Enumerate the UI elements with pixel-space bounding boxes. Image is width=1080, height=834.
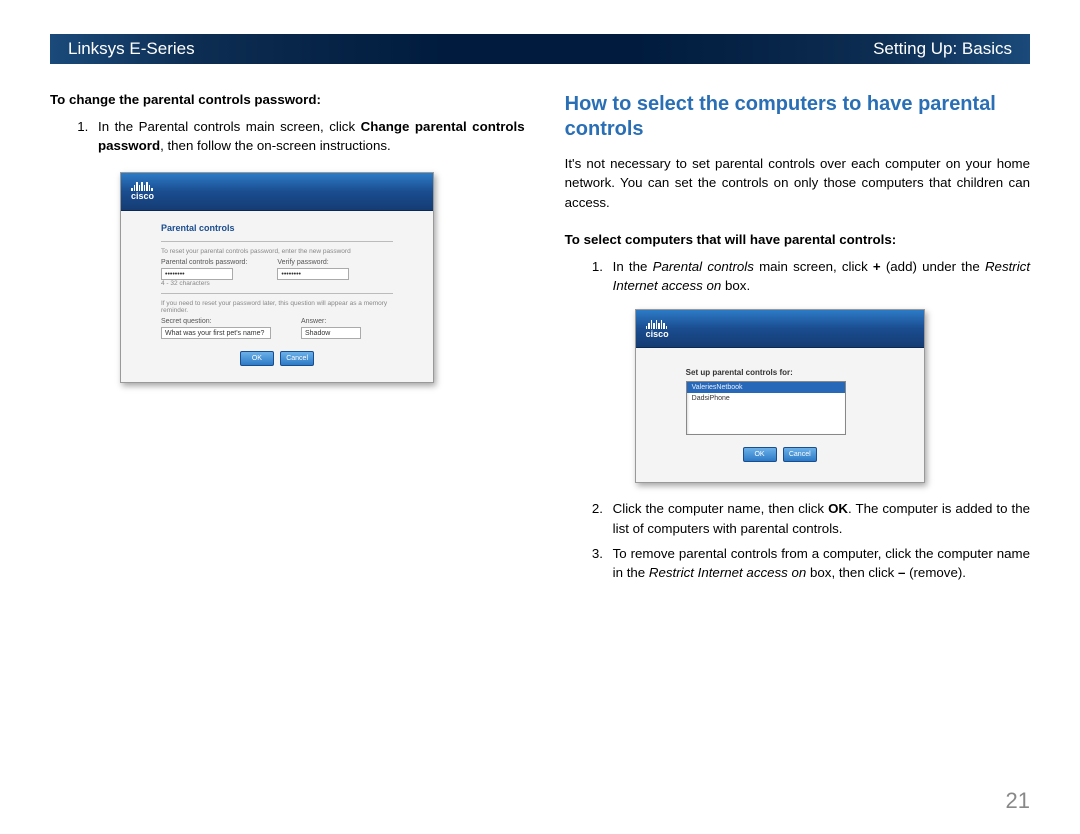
header-bar: Linksys E-Series Setting Up: Basics	[50, 34, 1030, 64]
bold-text: +	[873, 259, 881, 274]
text: , then follow the on-screen instructions…	[160, 138, 391, 153]
mock-password-row: Parental controls password: •••••••• 4 -…	[161, 259, 393, 287]
text: box.	[721, 278, 750, 293]
bold-text: OK	[828, 501, 848, 516]
header-left: Linksys E-Series	[68, 39, 195, 59]
page-number: 21	[1006, 788, 1030, 814]
italic-text: Restrict Internet access on	[649, 565, 806, 580]
computer-listbox[interactable]: ValeriesNetbook DadsiPhone	[686, 381, 846, 435]
text: main screen, click	[754, 259, 873, 274]
list-item[interactable]: DadsiPhone	[687, 393, 845, 404]
ok-button[interactable]: OK	[743, 447, 777, 462]
right-steps-list: In the Parental controls main screen, cl…	[565, 257, 1030, 296]
left-steps-list: In the Parental controls main screen, cl…	[50, 117, 525, 156]
cisco-bars-icon	[646, 319, 669, 329]
password-input[interactable]: ••••••••	[161, 268, 233, 280]
mock-body: Set up parental controls for: ValeriesNe…	[636, 348, 924, 482]
cisco-text: cisco	[646, 330, 669, 339]
text: box, then click	[806, 565, 898, 580]
cisco-logo: cisco	[646, 319, 669, 339]
mock-titlebar: cisco	[636, 310, 924, 348]
mock-list-title: Set up parental controls for:	[686, 368, 874, 377]
text: (remove).	[905, 565, 966, 580]
mock-parental-password-dialog: cisco Parental controls To reset your pa…	[120, 172, 434, 383]
mock-select-computers-dialog: cisco Set up parental controls for: Vale…	[635, 309, 925, 483]
text: In the Parental controls main screen, cl…	[98, 119, 361, 134]
right-step-1: In the Parental controls main screen, cl…	[607, 257, 1030, 296]
mock-buttons: OK Cancel	[686, 447, 874, 462]
intro-paragraph: It's not necessary to set parental contr…	[565, 154, 1030, 212]
answer-input[interactable]: Shadow	[301, 327, 361, 339]
right-subhead: To select computers that will have paren…	[565, 232, 1030, 247]
cisco-text: cisco	[131, 192, 154, 201]
cancel-button[interactable]: Cancel	[280, 351, 314, 366]
hint-chars: 4 - 32 characters	[161, 280, 247, 287]
question-input[interactable]: What was your first pet's name?	[161, 327, 271, 339]
document-page: Linksys E-Series Setting Up: Basics To c…	[0, 0, 1080, 834]
right-step-2: Click the computer name, then click OK. …	[607, 499, 1030, 538]
right-column: How to select the computers to have pare…	[565, 92, 1030, 588]
label-question: Secret question:	[161, 318, 271, 325]
text: Click the computer name, then click	[613, 501, 828, 516]
divider	[161, 293, 393, 294]
left-step-1: In the Parental controls main screen, cl…	[92, 117, 525, 156]
text: (add) under the	[881, 259, 985, 274]
cisco-bars-icon	[131, 181, 154, 191]
label-verify: Verify password:	[277, 259, 349, 266]
divider	[161, 241, 393, 242]
mock-question-row: Secret question: What was your first pet…	[161, 318, 393, 339]
ok-button[interactable]: OK	[240, 351, 274, 366]
mock-titlebar: cisco	[121, 173, 433, 211]
mock-buttons: OK Cancel	[161, 351, 393, 366]
mock-panel-title: Parental controls	[161, 223, 393, 233]
left-column: To change the parental controls password…	[50, 92, 525, 588]
left-subhead: To change the parental controls password…	[50, 92, 525, 107]
cancel-button[interactable]: Cancel	[783, 447, 817, 462]
italic-text: Parental controls	[653, 259, 754, 274]
right-step-3: To remove parental controls from a compu…	[607, 544, 1030, 583]
content-columns: To change the parental controls password…	[50, 64, 1030, 588]
label-answer: Answer:	[301, 318, 361, 325]
mock-instruction-2: If you need to reset your password later…	[161, 300, 393, 314]
section-title: How to select the computers to have pare…	[565, 92, 1030, 142]
mock-body: Parental controls To reset your parental…	[121, 211, 433, 382]
text: In the	[613, 259, 653, 274]
list-item-selected[interactable]: ValeriesNetbook	[687, 382, 845, 393]
header-right: Setting Up: Basics	[873, 39, 1012, 59]
mock-instruction: To reset your parental controls password…	[161, 248, 393, 255]
cisco-logo: cisco	[131, 181, 154, 201]
right-steps-list-cont: Click the computer name, then click OK. …	[565, 499, 1030, 582]
verify-input[interactable]: ••••••••	[277, 268, 349, 280]
label-password: Parental controls password:	[161, 259, 247, 266]
